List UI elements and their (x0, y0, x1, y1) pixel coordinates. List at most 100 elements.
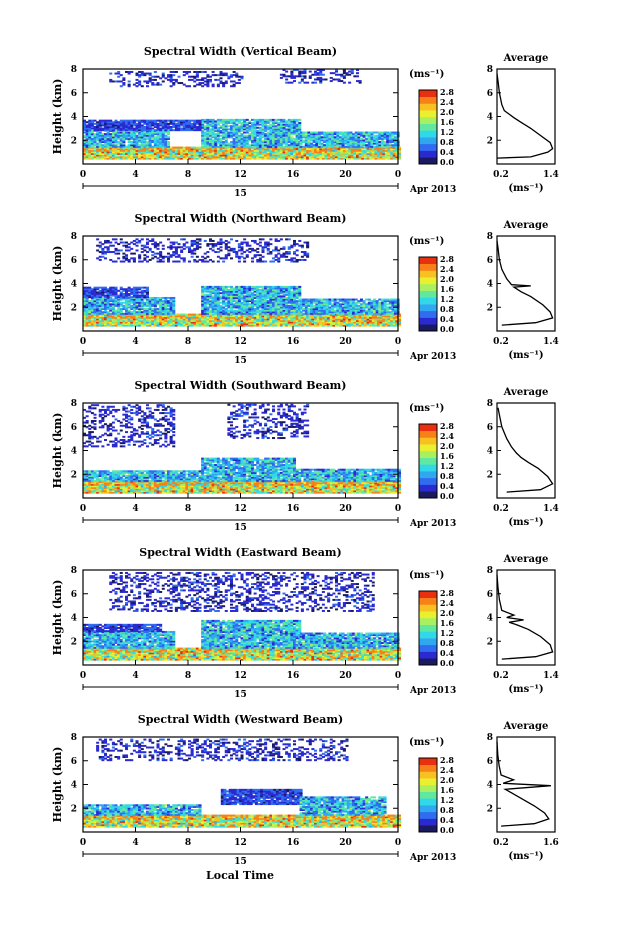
heatmap-cell (261, 156, 265, 159)
heatmap-cell (167, 308, 171, 311)
heatmap-cell (290, 152, 294, 155)
heatmap-cell (93, 136, 97, 139)
heatmap-cell (132, 148, 136, 151)
heatmap-cell (193, 152, 197, 155)
heatmap-cell (230, 131, 234, 134)
heatmap-cell (148, 131, 152, 134)
heatmap-cell (274, 151, 278, 154)
heatmap-cell (193, 151, 197, 154)
heatmap-cell (237, 157, 241, 160)
heatmap-cell (251, 142, 255, 145)
heatmap-cell (332, 152, 336, 155)
heatmap-cell (161, 131, 165, 134)
heatmap-cell (190, 154, 194, 157)
heatmap-cell (135, 136, 139, 139)
heatmap-cell (203, 148, 207, 151)
heatmap-cell (117, 152, 121, 155)
heatmap-cell (88, 145, 92, 148)
heatmap-cell (177, 148, 181, 151)
heatmap-cell (361, 156, 365, 159)
heatmap-cell (138, 148, 142, 151)
heatmap-cell (206, 134, 210, 137)
heatmap-cell (293, 80, 297, 83)
heatmap-cell (198, 313, 202, 316)
heatmap-cell (243, 156, 247, 159)
colorbar-swatch (419, 143, 437, 151)
heatmap-cell (274, 139, 278, 142)
heatmap-cell (261, 123, 265, 126)
heatmap-cell (282, 129, 286, 132)
heatmap-cell (230, 122, 234, 125)
heatmap-cell (269, 151, 273, 154)
heatmap-cell (251, 141, 255, 144)
heatmap-cell (201, 145, 205, 148)
heatmap-cell (106, 149, 110, 152)
heatmap-cell (211, 70, 215, 73)
heatmap-cell (148, 154, 152, 157)
heatmap-cell (156, 131, 160, 134)
heatmap-cell (109, 141, 113, 144)
heatmap-cell (293, 123, 297, 126)
heatmap-cell (138, 136, 142, 139)
heatmap-cell (329, 156, 333, 159)
heatmap-cell (93, 144, 97, 147)
heatmap-cell (285, 125, 289, 128)
heatmap-cell (390, 157, 394, 160)
heatmap-cell (174, 146, 178, 149)
heatmap-cell (109, 145, 113, 148)
heatmap-cell (203, 126, 207, 129)
heatmap-cell (251, 129, 255, 132)
heatmap-cell (264, 125, 268, 128)
heatmap-cell (119, 137, 123, 140)
heatmap-cell (211, 139, 215, 142)
heatmap-cell (342, 157, 346, 160)
heatmap-cell (219, 129, 223, 132)
heatmap-cell (104, 134, 108, 137)
heatmap-cell (235, 129, 239, 132)
heatmap-cell (219, 157, 223, 160)
heatmap-cell (93, 142, 97, 145)
heatmap-cell (211, 133, 215, 136)
heatmap-cell (272, 125, 276, 128)
heatmap-cell (153, 149, 157, 152)
heatmap-cell (371, 152, 375, 155)
heatmap-cell (269, 148, 273, 151)
heatmap-cell (101, 157, 105, 160)
heatmap-cell (230, 145, 234, 148)
heatmap-cell (377, 157, 381, 160)
heatmap-cell (277, 134, 281, 137)
heatmap-cell (336, 134, 340, 137)
heatmap-cell (320, 298, 324, 301)
heatmap-cell (117, 121, 121, 124)
heatmap-cell (303, 81, 307, 84)
heatmap-cell (117, 133, 121, 136)
heatmap-cell (356, 152, 360, 155)
heatmap-cell (354, 145, 358, 148)
heatmap-cell (337, 148, 341, 151)
heatmap-cell (287, 149, 291, 152)
heatmap-cell (93, 122, 97, 125)
heatmap-cell (161, 152, 165, 155)
heatmap-cell (119, 134, 123, 137)
heatmap-cell (269, 285, 273, 288)
heatmap-cell (316, 72, 320, 75)
heatmap-cell (382, 157, 386, 160)
heatmap-cell (312, 136, 316, 139)
heatmap-cell (285, 151, 289, 154)
heatmap-cell (314, 152, 318, 155)
heatmap-cell (349, 139, 353, 142)
heatmap-cell (293, 148, 297, 151)
heatmap-cell (298, 122, 302, 125)
heatmap-cell (211, 126, 215, 129)
heatmap-cell (185, 157, 189, 160)
heatmap-cell (363, 154, 367, 157)
heatmap-cell (308, 152, 312, 155)
heatmap-cell (122, 141, 126, 144)
heatmap-cell (279, 133, 283, 136)
heatmap-cell (101, 137, 105, 140)
heatmap-cell (96, 148, 100, 151)
heatmap-cell (214, 148, 218, 151)
heatmap-cell (307, 144, 311, 147)
heatmap-cell (277, 148, 281, 151)
heatmap-cell (203, 70, 207, 73)
